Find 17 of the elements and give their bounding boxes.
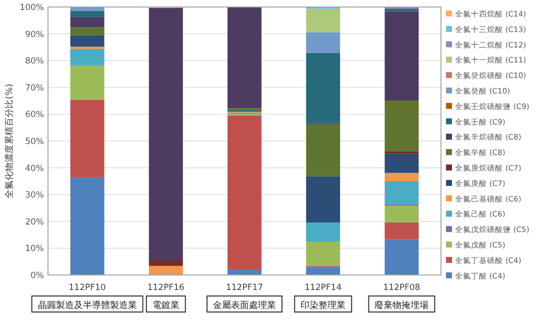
y-tick-label: 50% <box>25 137 44 147</box>
y-tick-label: 70% <box>25 83 44 94</box>
y-tick-label: 40% <box>25 164 44 174</box>
y-tick-label: 10% <box>25 244 44 254</box>
y-tick-label: 0% <box>30 271 44 281</box>
y-tick-label: 90% <box>25 30 44 40</box>
x-tick-label: 112PF10 <box>68 283 106 293</box>
x-tick-label: 112PF08 <box>383 283 420 293</box>
y-axis-title: 全氟化物濃度累積百分比(%) <box>4 84 15 198</box>
y-tick-label: 80% <box>25 56 44 67</box>
x-tick-label: 112PF14 <box>304 283 342 293</box>
y-tick-label: 60% <box>25 110 44 120</box>
x-tick-label: 112PF17 <box>226 283 264 293</box>
y-tick-label: 30% <box>25 190 44 201</box>
x-tick-label: 112PF16 <box>147 283 184 293</box>
y-tick-label: 100% <box>20 3 44 13</box>
y-tick-label: 20% <box>25 217 44 228</box>
